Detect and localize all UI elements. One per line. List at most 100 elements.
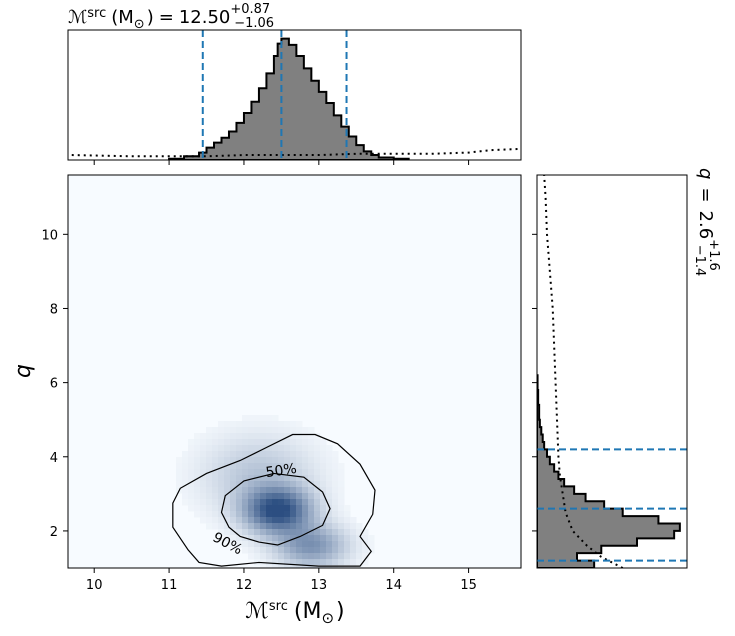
- heatmap-cell: [182, 487, 189, 494]
- heatmap-cell: [230, 481, 237, 488]
- heatmap-cell: [242, 541, 249, 548]
- heatmap-cell: [266, 565, 273, 568]
- x-axis-label: ℳsrc (M⊙): [245, 599, 344, 627]
- heatmap-cell: [314, 505, 321, 512]
- heatmap-cell: [248, 421, 255, 428]
- heatmap-cell: [206, 451, 213, 458]
- heatmap-cell: [290, 457, 297, 464]
- heatmap-cell: [242, 433, 249, 440]
- heatmap-cell: [254, 535, 261, 542]
- mchirp-marginal-frame: [67, 29, 522, 161]
- y-tick-label: 10: [41, 228, 58, 243]
- heatmap-cell: [302, 493, 309, 500]
- heatmap-cell: [290, 559, 297, 566]
- heatmap-cell: [290, 451, 297, 458]
- y-axis-label: q: [11, 364, 36, 378]
- heatmap-cell: [302, 559, 309, 566]
- heatmap-cell: [284, 541, 291, 548]
- heatmap-cell: [176, 457, 183, 464]
- heatmap-cell: [266, 463, 273, 470]
- heatmap-cell: [284, 475, 291, 482]
- heatmap-cell: [254, 487, 261, 494]
- heatmap-cell: [230, 451, 237, 458]
- heatmap-cell: [206, 487, 213, 494]
- heatmap-cell: [320, 523, 327, 530]
- heatmap-cell: [320, 529, 327, 536]
- heatmap-cell: [248, 493, 255, 500]
- heatmap-cell: [272, 439, 279, 446]
- heatmap-cell: [356, 535, 363, 542]
- heatmap-cell: [290, 427, 297, 434]
- heatmap-cell: [320, 481, 327, 488]
- heatmap-cell: [230, 493, 237, 500]
- heatmap-cell: [332, 457, 339, 464]
- heatmap-cell: [272, 535, 279, 542]
- heatmap-cell: [200, 493, 207, 500]
- heatmap-cell: [284, 547, 291, 554]
- heatmap-cell: [320, 475, 327, 482]
- heatmap-cell: [224, 535, 231, 542]
- heatmap-cell: [188, 475, 195, 482]
- heatmap-cell: [200, 433, 207, 440]
- heatmap-cell: [290, 547, 297, 554]
- heatmap-cell: [266, 481, 273, 488]
- heatmap-cell: [248, 541, 255, 548]
- heatmap-cell: [272, 487, 279, 494]
- heatmap-cell: [320, 541, 327, 548]
- x-tick-label: 11: [161, 578, 178, 593]
- heatmap-cell: [218, 481, 225, 488]
- heatmap-cell: [350, 529, 357, 536]
- heatmap-cell: [296, 445, 303, 452]
- heatmap-cell: [224, 475, 231, 482]
- heatmap-cell: [236, 541, 243, 548]
- heatmap-cell: [326, 451, 333, 458]
- heatmap-cell: [302, 439, 309, 446]
- heatmap-cell: [218, 439, 225, 446]
- heatmap-cell: [266, 427, 273, 434]
- heatmap-cell: [212, 445, 219, 452]
- heatmap-cell: [230, 469, 237, 476]
- heatmap-cell: [308, 433, 315, 440]
- heatmap-cell: [212, 523, 219, 530]
- heatmap-cell: [176, 475, 183, 482]
- heatmap-cell: [248, 529, 255, 536]
- mchirp-histogram-bars: [168, 37, 410, 160]
- heatmap-cell: [224, 487, 231, 494]
- q-title-plus: +1.6: [706, 239, 721, 271]
- heatmap-cell: [236, 523, 243, 530]
- heatmap-cell: [260, 529, 267, 536]
- heatmap-cell: [182, 469, 189, 476]
- x-tick-label: 13: [311, 578, 328, 593]
- heatmap-cell: [236, 445, 243, 452]
- mchirp-title-eq: =: [159, 7, 174, 28]
- heatmap-cell: [272, 415, 279, 422]
- heatmap-cell: [248, 439, 255, 446]
- heatmap-cell: [254, 505, 261, 512]
- heatmap-cell: [278, 565, 285, 568]
- heatmap-cell: [236, 463, 243, 470]
- heatmap-cell: [296, 451, 303, 458]
- heatmap-cell: [218, 517, 225, 524]
- heatmap-cell: [266, 511, 273, 518]
- heatmap-cell: [194, 493, 201, 500]
- heatmap-cell: [284, 517, 291, 524]
- heatmap-cell: [272, 463, 279, 470]
- heatmap-cell: [260, 511, 267, 518]
- heatmap-cell: [230, 487, 237, 494]
- heatmap-cell: [284, 565, 291, 568]
- heatmap-cell: [296, 439, 303, 446]
- heatmap-cell: [308, 445, 315, 452]
- heatmap-cell: [338, 511, 345, 518]
- heatmap-cell: [260, 517, 267, 524]
- heatmap-cell: [326, 559, 333, 566]
- heatmap-cell: [224, 469, 231, 476]
- heatmap-cell: [332, 559, 339, 566]
- heatmap-cell: [254, 421, 261, 428]
- heatmap-cell: [194, 499, 201, 506]
- heatmap-cell: [272, 493, 279, 500]
- heatmap-cell: [296, 433, 303, 440]
- q-histogram-bars: [537, 374, 681, 568]
- heatmap-cell: [284, 439, 291, 446]
- heatmap-cell: [344, 523, 351, 530]
- heatmap-cell: [278, 457, 285, 464]
